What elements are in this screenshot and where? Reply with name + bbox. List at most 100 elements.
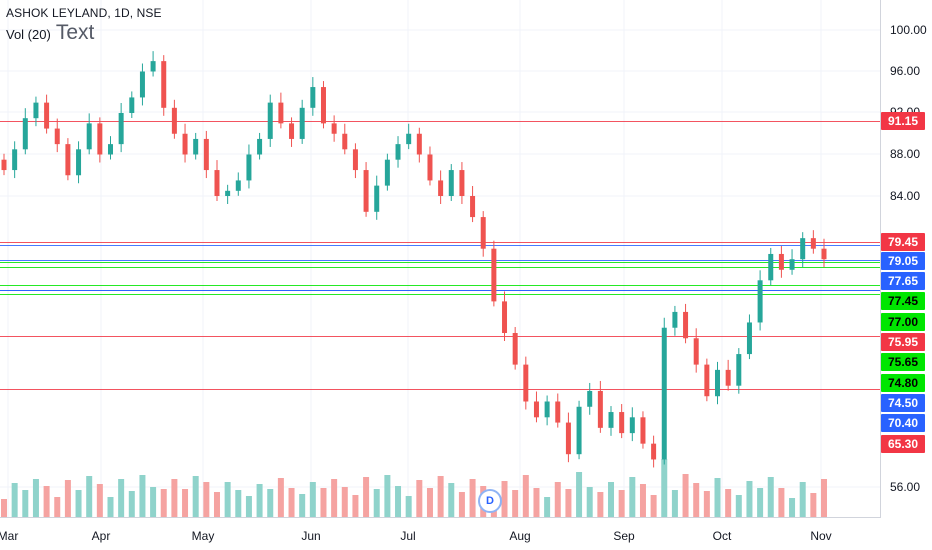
volume-bar bbox=[682, 474, 689, 517]
volume-bar bbox=[437, 476, 444, 517]
volume-bar bbox=[554, 482, 561, 517]
volume-bars bbox=[1, 459, 827, 517]
volume-bar bbox=[288, 488, 295, 517]
text-annotation[interactable]: Text bbox=[55, 21, 95, 44]
candle-body bbox=[565, 422, 571, 455]
volume-bar bbox=[426, 488, 433, 517]
volume-bar bbox=[512, 490, 519, 517]
candle-body bbox=[320, 87, 326, 124]
candle-body bbox=[129, 97, 135, 113]
volume-bar bbox=[714, 478, 721, 517]
price-level-tag[interactable]: 75.65 bbox=[881, 353, 925, 371]
volume-bar bbox=[182, 489, 189, 517]
time-tick-label: Jul bbox=[400, 529, 415, 543]
time-tick-label: Mar bbox=[0, 529, 18, 543]
candle-body bbox=[470, 196, 476, 218]
volume-bar bbox=[224, 482, 231, 517]
volume-bar bbox=[160, 489, 167, 517]
volume-bar bbox=[203, 482, 210, 517]
candle-body bbox=[97, 123, 103, 155]
price-level-tag[interactable]: 77.45 bbox=[881, 292, 925, 310]
price-level-tag[interactable]: 91.15 bbox=[881, 112, 925, 130]
price-level-tag[interactable]: 77.65 bbox=[881, 272, 925, 290]
candle-body bbox=[363, 170, 369, 212]
candle-body bbox=[555, 401, 561, 423]
candle-body bbox=[736, 354, 742, 386]
price-level-tag[interactable]: 79.45 bbox=[881, 233, 925, 251]
price-level-tag[interactable]: 77.00 bbox=[881, 313, 925, 331]
candle-body bbox=[310, 87, 316, 108]
price-tick-label: 100.00 bbox=[890, 23, 927, 37]
axes bbox=[0, 0, 881, 518]
volume-bar bbox=[54, 497, 61, 517]
time-tick-label: Apr bbox=[92, 529, 111, 543]
volume-bar bbox=[245, 496, 252, 517]
volume-bar bbox=[650, 495, 657, 517]
volume-bar bbox=[299, 494, 306, 517]
volume-bar bbox=[735, 495, 742, 517]
price-tick-label: 84.00 bbox=[890, 189, 920, 203]
candle-body bbox=[267, 102, 273, 139]
time-tick-label: Nov bbox=[810, 529, 831, 543]
volume-bar bbox=[544, 497, 551, 517]
volume-bar bbox=[235, 490, 242, 517]
volume-bar bbox=[629, 477, 636, 517]
symbol-title[interactable]: ASHOK LEYLAND, 1D, NSE bbox=[6, 6, 162, 20]
candle-body bbox=[107, 144, 113, 155]
candle-body bbox=[597, 390, 603, 428]
candle-body bbox=[214, 170, 220, 196]
volume-bar bbox=[416, 480, 423, 517]
volume-bar bbox=[405, 496, 412, 517]
candle-body bbox=[118, 113, 124, 145]
volume-bar bbox=[86, 476, 93, 517]
candle-body bbox=[789, 259, 795, 270]
price-tick-label: 96.00 bbox=[890, 64, 920, 78]
volume-bar bbox=[171, 479, 178, 517]
time-tick-label: May bbox=[192, 529, 215, 543]
volume-bar bbox=[533, 488, 540, 517]
candle-body bbox=[299, 107, 305, 139]
candle-body bbox=[12, 149, 18, 171]
dividend-event-badge[interactable]: D bbox=[478, 489, 502, 513]
time-axis[interactable]: Mar Apr May Jun Jul Aug Sep Oct Nov bbox=[0, 529, 832, 543]
volume-bar bbox=[778, 488, 785, 517]
candle-body bbox=[640, 417, 646, 444]
volume-bar bbox=[693, 483, 700, 517]
price-level-tag[interactable]: 75.95 bbox=[881, 333, 925, 351]
candle-body bbox=[438, 180, 444, 196]
volume-bar bbox=[32, 479, 39, 517]
volume-bar bbox=[395, 486, 402, 517]
volume-bar bbox=[320, 488, 327, 517]
candle-body bbox=[374, 185, 380, 212]
candle-body bbox=[352, 149, 358, 171]
candle-body bbox=[22, 118, 28, 150]
candle-body bbox=[778, 253, 784, 270]
volume-bar bbox=[150, 487, 157, 517]
candle-body bbox=[76, 149, 82, 176]
price-level-tag[interactable]: 65.30 bbox=[881, 435, 925, 453]
volume-bar bbox=[586, 487, 593, 517]
volume-bar bbox=[458, 492, 465, 517]
candle-body bbox=[512, 333, 518, 365]
volume-bar bbox=[767, 477, 774, 517]
volume-bar bbox=[75, 490, 82, 517]
candle-body bbox=[235, 180, 241, 191]
volume-legend-row: Vol (20) Text bbox=[6, 21, 162, 45]
volume-bar bbox=[597, 492, 604, 517]
volume-bar bbox=[448, 483, 455, 517]
candle-body bbox=[725, 369, 731, 386]
candle-body bbox=[821, 248, 827, 260]
volume-bar bbox=[384, 475, 391, 517]
price-level-tag[interactable]: 70.40 bbox=[881, 414, 925, 432]
volume-bar bbox=[309, 482, 316, 517]
price-level-tag[interactable]: 79.05 bbox=[881, 252, 925, 270]
price-level-tag[interactable]: 74.80 bbox=[881, 374, 925, 392]
volume-indicator-label[interactable]: Vol (20) bbox=[6, 27, 51, 42]
candle-body bbox=[150, 61, 156, 72]
candle-body bbox=[44, 102, 50, 129]
volume-bar bbox=[64, 480, 71, 517]
price-level-tag[interactable]: 74.50 bbox=[881, 394, 925, 412]
candle-body bbox=[246, 154, 252, 181]
horizontal-levels[interactable] bbox=[0, 121, 880, 390]
